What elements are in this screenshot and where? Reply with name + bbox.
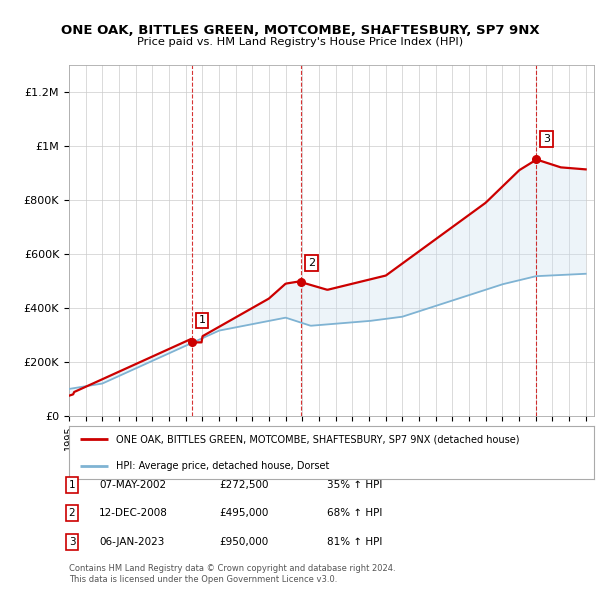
Text: 81% ↑ HPI: 81% ↑ HPI xyxy=(327,537,382,546)
Text: ONE OAK, BITTLES GREEN, MOTCOMBE, SHAFTESBURY, SP7 9NX: ONE OAK, BITTLES GREEN, MOTCOMBE, SHAFTE… xyxy=(61,24,539,37)
Text: 1: 1 xyxy=(199,316,205,326)
Text: £950,000: £950,000 xyxy=(219,537,268,546)
Text: £272,500: £272,500 xyxy=(219,480,269,490)
Text: 2: 2 xyxy=(68,509,76,518)
Text: 35% ↑ HPI: 35% ↑ HPI xyxy=(327,480,382,490)
Text: 07-MAY-2002: 07-MAY-2002 xyxy=(99,480,166,490)
Text: ONE OAK, BITTLES GREEN, MOTCOMBE, SHAFTESBURY, SP7 9NX (detached house): ONE OAK, BITTLES GREEN, MOTCOMBE, SHAFTE… xyxy=(116,434,520,444)
Text: 06-JAN-2023: 06-JAN-2023 xyxy=(99,537,164,546)
Text: Price paid vs. HM Land Registry's House Price Index (HPI): Price paid vs. HM Land Registry's House … xyxy=(137,37,463,47)
Text: HPI: Average price, detached house, Dorset: HPI: Average price, detached house, Dors… xyxy=(116,461,329,471)
Text: 3: 3 xyxy=(68,537,76,546)
Text: Contains HM Land Registry data © Crown copyright and database right 2024.: Contains HM Land Registry data © Crown c… xyxy=(69,565,395,573)
Text: £495,000: £495,000 xyxy=(219,509,268,518)
Text: 3: 3 xyxy=(543,134,550,144)
Text: This data is licensed under the Open Government Licence v3.0.: This data is licensed under the Open Gov… xyxy=(69,575,337,584)
Text: 12-DEC-2008: 12-DEC-2008 xyxy=(99,509,168,518)
Text: 2: 2 xyxy=(308,258,315,268)
Text: 1: 1 xyxy=(68,480,76,490)
Text: 68% ↑ HPI: 68% ↑ HPI xyxy=(327,509,382,518)
